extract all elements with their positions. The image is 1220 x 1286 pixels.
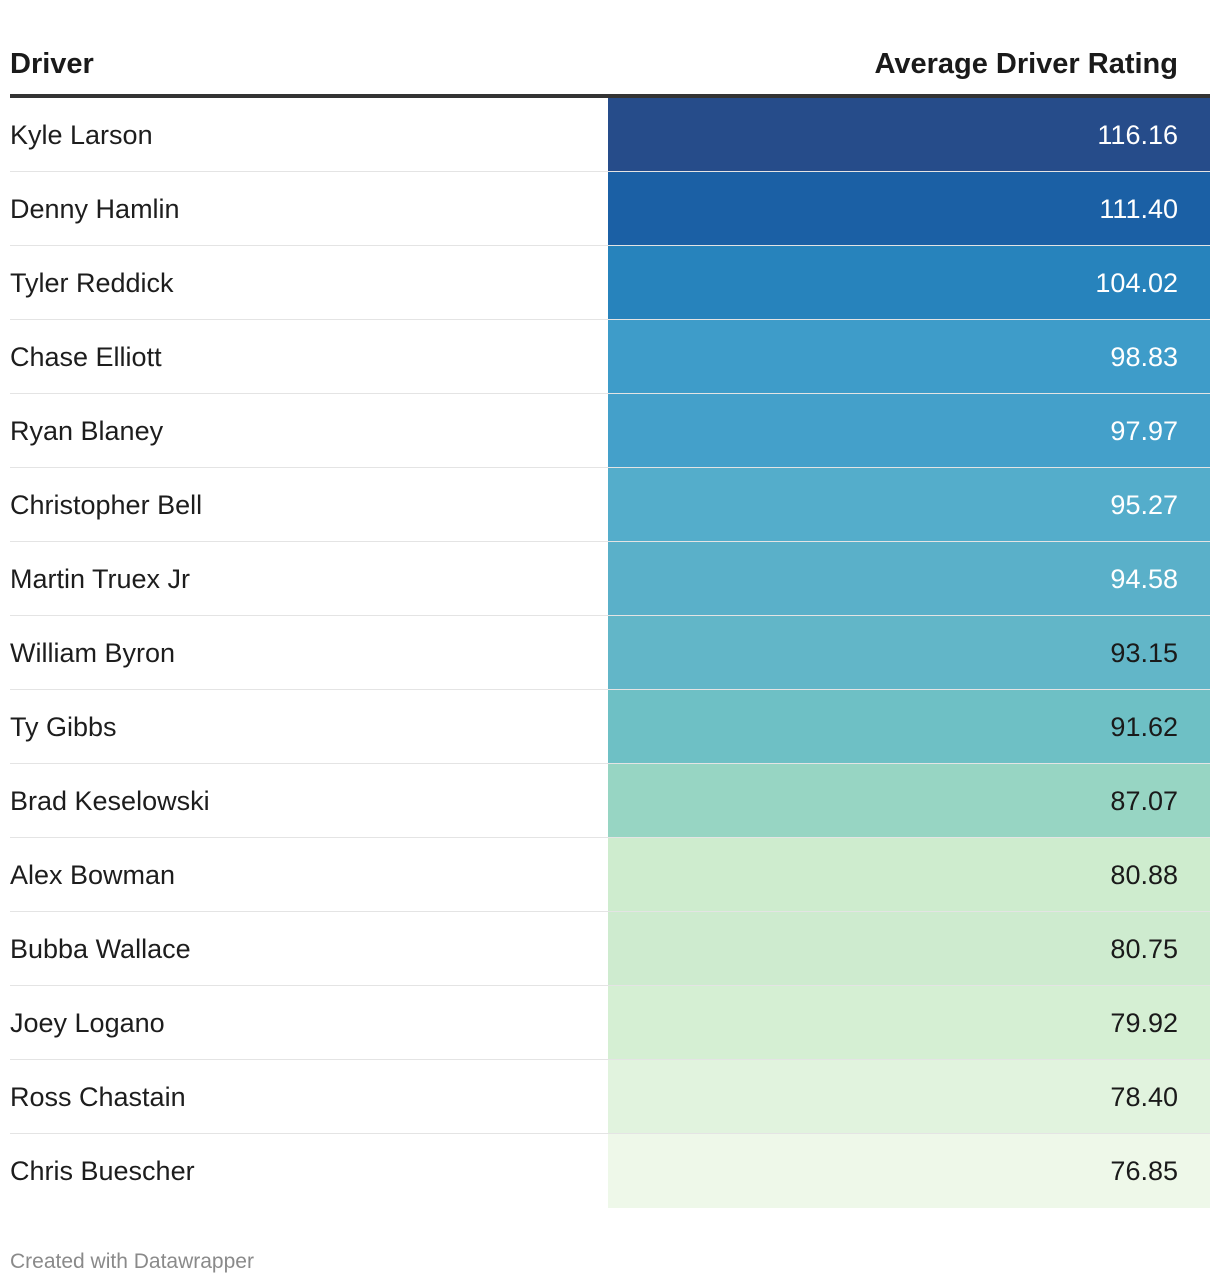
driver-name-cell: Bubba Wallace bbox=[10, 934, 191, 964]
table-row: Joey Logano 79.92 bbox=[10, 986, 1210, 1060]
driver-name-cell: Joey Logano bbox=[10, 1008, 165, 1038]
row-divider bbox=[10, 541, 1210, 542]
rating-value-cell: 98.83 bbox=[608, 320, 1210, 394]
table-row: Chris Buescher 76.85 bbox=[10, 1134, 1210, 1208]
driver-name-cell: Ryan Blaney bbox=[10, 416, 164, 446]
table-row: Ty Gibbs 91.62 bbox=[10, 690, 1210, 764]
table-row: Martin Truex Jr 94.58 bbox=[10, 542, 1210, 616]
driver-name-cell: William Byron bbox=[10, 638, 176, 668]
driver-name-cell: Martin Truex Jr bbox=[10, 564, 191, 594]
rating-value-cell: 111.40 bbox=[608, 172, 1210, 246]
row-divider bbox=[10, 319, 1210, 320]
driver-name-cell: Denny Hamlin bbox=[10, 194, 180, 224]
table-row: Alex Bowman 80.88 bbox=[10, 838, 1210, 912]
rating-value-cell: 78.40 bbox=[608, 1060, 1210, 1134]
rating-value-cell: 104.02 bbox=[608, 246, 1210, 320]
rating-value-cell: 76.85 bbox=[608, 1134, 1210, 1208]
rating-value-cell: 87.07 bbox=[608, 764, 1210, 838]
row-divider bbox=[10, 837, 1210, 838]
rating-value-cell: 93.15 bbox=[608, 616, 1210, 690]
column-header-average-driver-rating[interactable]: Average Driver Rating bbox=[874, 48, 1178, 80]
column-header-driver[interactable]: Driver bbox=[10, 48, 94, 80]
rating-value-cell: 94.58 bbox=[608, 542, 1210, 616]
rating-value-cell: 95.27 bbox=[608, 468, 1210, 542]
rating-value-cell: 116.16 bbox=[608, 98, 1210, 172]
row-divider bbox=[10, 245, 1210, 246]
row-divider bbox=[10, 467, 1210, 468]
driver-name-cell: Alex Bowman bbox=[10, 860, 176, 890]
table-row: William Byron 93.15 bbox=[10, 616, 1210, 690]
driver-name-cell: Christopher Bell bbox=[10, 490, 203, 520]
datawrapper-credit: Created with Datawrapper bbox=[10, 1250, 254, 1273]
row-divider bbox=[10, 615, 1210, 616]
table-row: Tyler Reddick 104.02 bbox=[10, 246, 1210, 320]
table-header: Driver Average Driver Rating bbox=[10, 28, 1210, 98]
driver-name-cell: Ty Gibbs bbox=[10, 712, 117, 742]
driver-name-cell: Kyle Larson bbox=[10, 120, 153, 150]
table-row: Ross Chastain 78.40 bbox=[10, 1060, 1210, 1134]
rating-value-cell: 97.97 bbox=[608, 394, 1210, 468]
driver-rating-table: Driver Average Driver Rating Kyle Larson… bbox=[10, 28, 1210, 1208]
driver-name-cell: Chris Buescher bbox=[10, 1156, 195, 1186]
rating-value-cell: 79.92 bbox=[608, 986, 1210, 1060]
table-row: Brad Keselowski 87.07 bbox=[10, 764, 1210, 838]
table-row: Bubba Wallace 80.75 bbox=[10, 912, 1210, 986]
table-row: Kyle Larson 116.16 bbox=[10, 98, 1210, 172]
driver-name-cell: Tyler Reddick bbox=[10, 268, 174, 298]
driver-name-cell: Chase Elliott bbox=[10, 342, 162, 372]
row-divider bbox=[10, 689, 1210, 690]
table-row: Christopher Bell 95.27 bbox=[10, 468, 1210, 542]
table-body: Kyle Larson 116.16 Denny Hamlin 111.40 Tyler… bbox=[10, 98, 1210, 1208]
driver-name-cell: Brad Keselowski bbox=[10, 786, 210, 816]
rating-value-cell: 80.75 bbox=[608, 912, 1210, 986]
table-row: Denny Hamlin 111.40 bbox=[10, 172, 1210, 246]
row-divider bbox=[10, 1133, 1210, 1134]
rating-value-cell: 91.62 bbox=[608, 690, 1210, 764]
rating-value-cell: 80.88 bbox=[608, 838, 1210, 912]
row-divider bbox=[10, 1059, 1210, 1060]
row-divider bbox=[10, 911, 1210, 912]
driver-name-cell: Ross Chastain bbox=[10, 1082, 186, 1112]
table-row: Chase Elliott 98.83 bbox=[10, 320, 1210, 394]
table-row: Ryan Blaney 97.97 bbox=[10, 394, 1210, 468]
row-divider bbox=[10, 763, 1210, 764]
row-divider bbox=[10, 171, 1210, 172]
row-divider bbox=[10, 985, 1210, 986]
row-divider bbox=[10, 393, 1210, 394]
